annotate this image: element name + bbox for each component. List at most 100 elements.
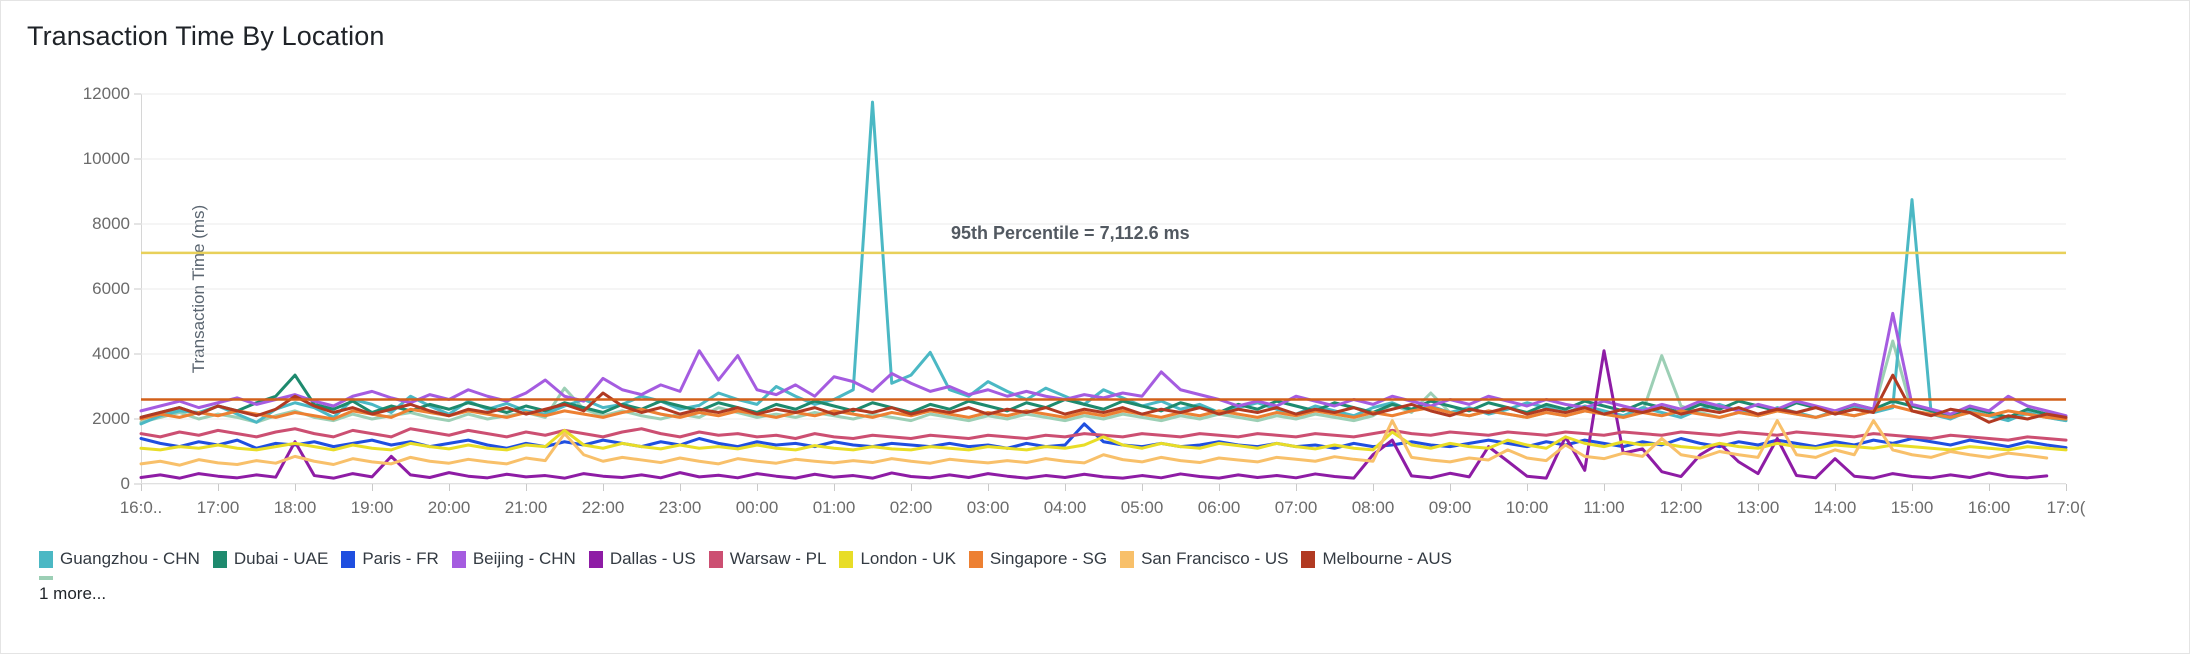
legend-item-label: Melbourne - AUS — [1322, 549, 1452, 568]
legend-item[interactable]: London - UK — [839, 549, 956, 569]
x-tick-mark — [526, 484, 527, 491]
x-tick-mark — [1450, 484, 1451, 491]
series-line-london-uk — [139, 428, 2068, 452]
legend-item-label: Guangzhou - CHN — [60, 549, 200, 568]
y-tick-label: 2000 — [92, 409, 130, 428]
x-tick-label: 00:00 — [735, 498, 779, 517]
y-tick-mark — [134, 158, 141, 160]
legend-item[interactable]: Dubai - UAE — [212, 549, 329, 569]
x-tick-mark — [1296, 484, 1297, 491]
x-tick-label: 16:0.. — [119, 498, 163, 517]
x-tick-mark — [757, 484, 758, 491]
x-tick-mark — [141, 484, 142, 491]
series-line-paris-fr — [139, 422, 2068, 450]
legend-swatch — [968, 550, 983, 568]
x-tick-label: 08:00 — [1351, 498, 1395, 517]
y-tick-label: 8000 — [92, 214, 130, 233]
x-tick-mark — [1373, 484, 1374, 491]
x-tick-mark — [1065, 484, 1066, 491]
x-tick-label: 18:00 — [273, 498, 317, 517]
x-tick-label: 09:00 — [1428, 498, 1472, 517]
x-tick-label: 17:00 — [196, 498, 240, 517]
legend-swatch — [1120, 550, 1135, 568]
legend-swatch — [341, 550, 356, 568]
gridline — [141, 288, 2066, 290]
legend-swatch — [39, 550, 53, 568]
x-tick-label: 01:00 — [812, 498, 856, 517]
chart-series-svg — [139, 100, 2068, 480]
x-tick-mark — [1219, 484, 1220, 491]
percentile-annotation: 95th Percentile = 7,112.6 ms — [951, 222, 1190, 243]
x-tick-label: 05:00 — [1120, 498, 1164, 517]
x-tick-mark — [988, 484, 989, 491]
x-tick-mark — [603, 484, 604, 491]
x-tick-label: 17:0( — [2046, 498, 2086, 517]
y-tick-label: 0 — [120, 474, 130, 493]
plot-area: Transaction Time (ms) 0 2000 4000 6000 8000 1… — [83, 84, 2086, 517]
legend-swatch — [1301, 550, 1316, 568]
x-tick-mark — [1835, 484, 1836, 491]
legend-item[interactable]: Paris - FR — [341, 549, 439, 569]
legend-more-toggle[interactable]: 1 more... — [39, 584, 107, 603]
x-tick-mark — [1758, 484, 1759, 491]
legend-item-label: Paris - FR — [362, 549, 439, 568]
x-tick-label: 22:00 — [581, 498, 625, 517]
x-tick-label: 21:00 — [504, 498, 548, 517]
x-tick-mark — [911, 484, 912, 491]
x-tick-label: 20:00 — [427, 498, 471, 517]
x-tick-mark — [1142, 484, 1143, 491]
page-title: Transaction Time By Location — [27, 21, 385, 51]
x-tick-label: 12:00 — [1659, 498, 1703, 517]
x-tick-mark — [295, 484, 296, 491]
x-tick-mark — [2066, 484, 2067, 491]
gridline — [141, 223, 2066, 225]
series-line-san-francisco-us — [139, 419, 2049, 467]
y-tick-label: 6000 — [92, 279, 130, 298]
x-tick-mark — [218, 484, 219, 491]
legend-item[interactable]: Warsaw - PL — [708, 549, 827, 569]
legend-swatch — [212, 550, 227, 568]
x-tick-mark — [372, 484, 373, 491]
x-tick-label: 02:00 — [889, 498, 933, 517]
legend-item[interactable]: San Francisco - US — [1120, 549, 1288, 569]
gridline — [141, 158, 2066, 160]
x-tick-label: 07:00 — [1274, 498, 1318, 517]
x-tick-label: 03:00 — [966, 498, 1010, 517]
legend-item[interactable]: Dallas - US — [588, 549, 696, 569]
x-tick-mark — [834, 484, 835, 491]
x-tick-mark — [1527, 484, 1528, 491]
legend-item[interactable]: Melbourne - AUS — [1301, 549, 1452, 569]
y-tick-label: 10000 — [82, 149, 130, 168]
x-tick-label: 15:00 — [1890, 498, 1934, 517]
legend-item[interactable]: Beijing - CHN — [451, 549, 576, 569]
x-tick-mark — [1912, 484, 1913, 491]
x-tick-label: 10:00 — [1505, 498, 1549, 517]
x-tick-label: 16:00 — [1967, 498, 2011, 517]
y-tick-mark — [134, 483, 141, 485]
legend-item-label: Warsaw - PL — [729, 549, 827, 568]
y-tick-mark — [134, 93, 141, 95]
legend-item[interactable]: Guangzhou - CHN — [39, 549, 200, 569]
x-tick-mark — [449, 484, 450, 491]
legend: Guangzhou - CHN Dubai - UAE Paris - FR Beij… — [39, 549, 2139, 571]
x-tick-mark — [1604, 484, 1605, 491]
gridline — [141, 483, 2066, 485]
x-tick-label: 19:00 — [350, 498, 394, 517]
x-tick-mark — [1681, 484, 1682, 491]
y-tick-label: 4000 — [92, 344, 130, 363]
y-tick-mark — [134, 353, 141, 355]
legend-swatch — [588, 550, 603, 568]
legend-item-label: San Francisco - US — [1141, 549, 1289, 568]
legend-item-label: Dubai - UAE — [233, 549, 329, 568]
y-tick-mark — [134, 418, 141, 420]
legend-item-label: Singapore - SG — [989, 549, 1108, 568]
y-tick-mark — [134, 223, 141, 225]
x-tick-mark — [680, 484, 681, 491]
gridline — [141, 93, 2066, 95]
legend-item-label: Dallas - US — [609, 549, 696, 568]
x-tick-label: 23:00 — [658, 498, 702, 517]
legend-item-label: Beijing - CHN — [472, 549, 576, 568]
legend-item[interactable]: Singapore - SG — [968, 549, 1108, 569]
x-tick-label: 13:00 — [1736, 498, 1780, 517]
